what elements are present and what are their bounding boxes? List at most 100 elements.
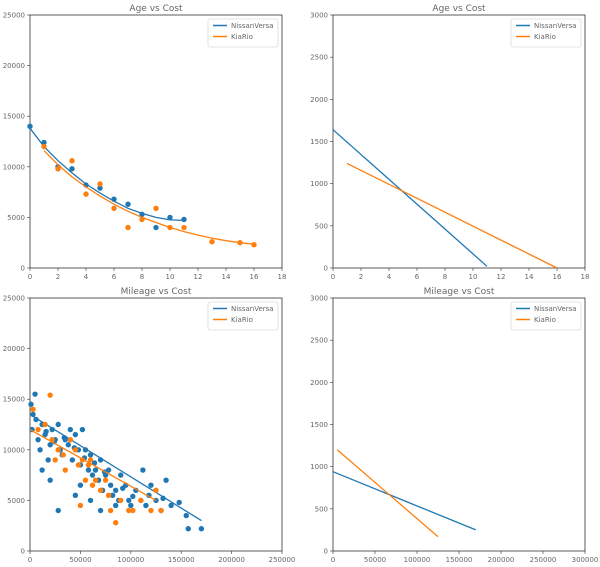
series-line-kiario xyxy=(43,150,255,245)
x-tick-label: 18 xyxy=(278,273,287,281)
series-line-kiario xyxy=(29,429,157,501)
chart-title: Mileage vs Cost xyxy=(424,287,495,297)
plot-frame xyxy=(29,297,283,552)
series-line-nissanversa xyxy=(332,471,477,531)
data-point-nissanversa xyxy=(112,502,119,509)
y-tick-label: 20000 xyxy=(3,345,25,353)
data-point-kiario xyxy=(60,452,66,458)
data-point-kiario xyxy=(87,457,94,463)
data-point-nissanversa xyxy=(109,492,116,499)
data-point-kiario xyxy=(30,406,36,413)
x-tick-label: 250000 xyxy=(530,556,557,564)
x-tick-label: 2 xyxy=(56,273,60,281)
data-point-nissanversa xyxy=(183,512,189,519)
data-point-nissanversa xyxy=(176,499,182,506)
x-tick-label: 12 xyxy=(497,273,506,281)
data-point-kiario xyxy=(158,507,164,514)
data-point-nissanversa xyxy=(77,482,84,488)
data-point-kiario xyxy=(72,447,79,453)
data-point-kiario xyxy=(67,436,74,443)
legend-label: KiaRio xyxy=(534,316,556,324)
data-point-kiario xyxy=(130,507,136,514)
x-tick-label: 150000 xyxy=(446,556,473,564)
data-point-kiario xyxy=(47,392,53,398)
data-point-nissanversa xyxy=(43,428,49,435)
series-line-nissanversa xyxy=(29,413,202,522)
y-tick-label: 500 xyxy=(315,222,328,230)
legend-label: NissanVersa xyxy=(231,22,274,30)
x-tick-label: 6 xyxy=(112,273,117,281)
data-point-nissanversa xyxy=(69,166,75,172)
y-tick-label: 500 xyxy=(315,505,328,513)
data-point-nissanversa xyxy=(33,416,39,423)
y-tick-label: 10000 xyxy=(3,163,25,171)
series-line-nissanversa xyxy=(332,129,488,267)
x-tick-label: 4 xyxy=(387,273,392,281)
data-point-nissanversa xyxy=(163,477,169,483)
chart-panel-age-vs-cost-lines: Age vs Cost 0 2 4 6 8 10 12 14 16 18 0 500 1000 1500 20… xyxy=(310,4,589,281)
legend-label: KiaRio xyxy=(231,33,253,41)
data-point-nissanversa xyxy=(55,421,61,428)
data-point-kiario xyxy=(112,519,119,526)
series-line-nissanversa xyxy=(29,127,185,222)
data-point-kiario xyxy=(52,457,58,463)
x-tick-label: 16 xyxy=(553,273,562,281)
x-tick-label: 18 xyxy=(581,273,590,281)
data-point-kiario xyxy=(153,487,159,493)
x-tick-label: 14 xyxy=(525,273,534,281)
data-point-kiario xyxy=(107,507,114,514)
series-line-kiario xyxy=(346,162,558,269)
data-point-nissanversa xyxy=(167,214,173,221)
x-tick-label: 0 xyxy=(331,273,335,281)
data-point-kiario xyxy=(92,477,99,483)
data-point-kiario xyxy=(251,242,257,248)
x-tick-label: 50000 xyxy=(69,556,91,564)
x-tick-label: 10 xyxy=(469,273,478,281)
y-tick-label: 1500 xyxy=(310,421,328,429)
x-tick-label: 16 xyxy=(250,273,259,281)
data-point-nissanversa xyxy=(168,502,174,509)
data-point-kiario xyxy=(105,492,112,499)
x-tick-label: 6 xyxy=(415,273,420,281)
data-point-nissanversa xyxy=(45,457,51,463)
x-tick-label: 100000 xyxy=(404,556,431,564)
y-tick-label: 1500 xyxy=(310,138,328,146)
x-tick-label: 2 xyxy=(359,273,363,281)
y-tick-label: 25000 xyxy=(3,12,25,20)
data-point-kiario xyxy=(42,421,48,428)
y-tick-label: 15000 xyxy=(3,113,25,121)
x-tick-label: 200000 xyxy=(218,556,245,564)
data-point-nissanversa xyxy=(35,436,41,443)
chart-panel-mileage-vs-cost-lines: Mileage vs Cost 0 50000 100000 150000 200000 2… xyxy=(310,287,598,564)
data-point-nissanversa xyxy=(120,485,126,491)
data-point-nissanversa xyxy=(185,526,191,532)
y-tick-label: 10000 xyxy=(3,446,25,454)
data-point-nissanversa xyxy=(87,497,94,504)
x-tick-label: 12 xyxy=(194,273,203,281)
y-tick-label: 20000 xyxy=(3,62,25,70)
y-tick-label: 25000 xyxy=(3,295,25,303)
data-point-nissanversa xyxy=(87,452,94,458)
data-point-kiario xyxy=(153,205,159,211)
data-point-nissanversa xyxy=(27,123,33,130)
y-tick-label: 2000 xyxy=(310,379,328,387)
chart-title: Mileage vs Cost xyxy=(121,287,192,297)
data-point-kiario xyxy=(62,467,68,473)
data-point-nissanversa xyxy=(69,457,76,463)
data-point-nissanversa xyxy=(39,467,45,473)
data-point-nissanversa xyxy=(32,391,38,397)
y-tick-label: 1000 xyxy=(310,463,328,471)
data-point-nissanversa xyxy=(28,401,34,407)
data-point-nissanversa xyxy=(92,467,99,473)
data-point-nissanversa xyxy=(125,201,131,207)
chart-title: Age vs Cost xyxy=(129,4,183,14)
y-tick-label: 1000 xyxy=(310,180,328,188)
data-point-kiario xyxy=(111,205,117,211)
data-point-kiario xyxy=(83,191,89,197)
data-point-nissanversa xyxy=(91,460,98,466)
data-point-nissanversa xyxy=(49,426,55,433)
x-tick-label: 0 xyxy=(331,556,335,564)
data-point-kiario xyxy=(55,447,61,453)
x-tick-label: 150000 xyxy=(168,556,195,564)
